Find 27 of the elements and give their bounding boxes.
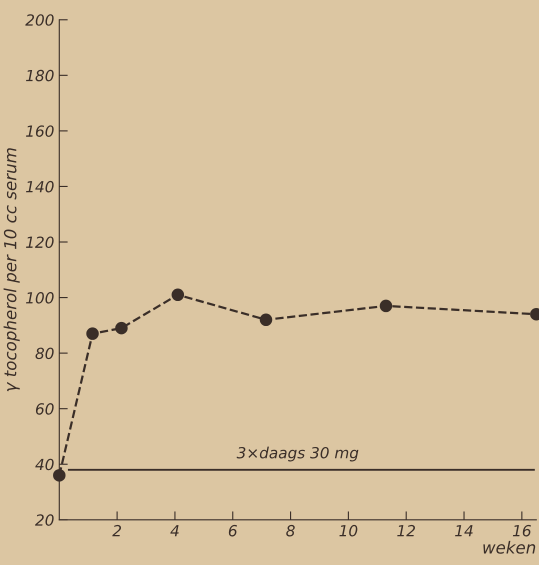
y-tick-label: 160 xyxy=(26,125,54,137)
y-tick-label: 120 xyxy=(26,236,54,248)
point xyxy=(115,322,128,334)
point xyxy=(260,314,272,326)
y-tick-label: 200 xyxy=(25,14,54,26)
x-tick-label: 12 xyxy=(397,524,415,536)
ref-line-label: 3×daags 30 mg xyxy=(236,446,358,462)
x-tick-label: 6 xyxy=(228,524,237,536)
y-tick-label: 60 xyxy=(36,403,54,415)
x-tick-label: 14 xyxy=(455,525,473,536)
point xyxy=(380,300,392,312)
x-axis-title: weken xyxy=(483,540,536,554)
point xyxy=(86,327,99,340)
point xyxy=(172,288,184,302)
point xyxy=(53,469,66,482)
x-tick-label: 4 xyxy=(170,525,179,536)
y-tick-label: 20 xyxy=(35,514,54,526)
y-tick-label: 180 xyxy=(26,70,54,82)
x-tick-label: 10 xyxy=(339,524,358,536)
y-tick-label: 140 xyxy=(26,180,54,192)
x-tick-label: 8 xyxy=(286,524,295,536)
x-tick-label: 16 xyxy=(512,524,531,536)
y-axis-title: γ tocopherol per 10 cc serum xyxy=(4,148,20,392)
y-tick-label: 80 xyxy=(35,348,54,360)
x-tick-label: 2 xyxy=(112,524,122,536)
y-tick-label: 100 xyxy=(26,292,54,304)
y-tick-label: 40 xyxy=(35,458,54,470)
